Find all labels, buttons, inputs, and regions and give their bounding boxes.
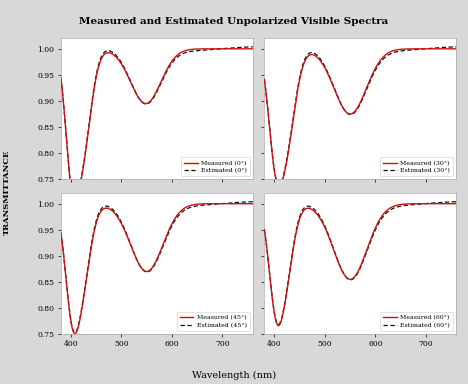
Text: Wavelength (nm): Wavelength (nm) [192, 371, 276, 380]
Legend: Measured (30°), Estimated (30°): Measured (30°), Estimated (30°) [380, 157, 453, 176]
Text: TRANSMITTANCE: TRANSMITTANCE [3, 149, 11, 235]
Legend: Measured (45°), Estimated (45°): Measured (45°), Estimated (45°) [176, 312, 250, 331]
Legend: Measured (0°), Estimated (0°): Measured (0°), Estimated (0°) [181, 157, 250, 176]
Text: Measured and Estimated Unpolarized Visible Spectra: Measured and Estimated Unpolarized Visib… [80, 17, 388, 26]
Legend: Measured (60°), Estimated (60°): Measured (60°), Estimated (60°) [380, 312, 453, 331]
